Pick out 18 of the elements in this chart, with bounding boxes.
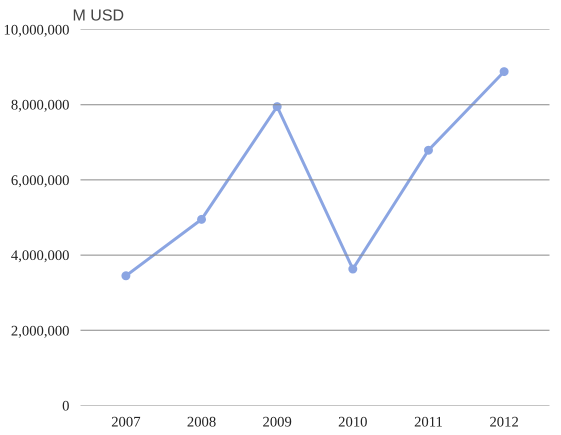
y-tick-label: 0 <box>62 398 70 414</box>
point <box>121 271 130 280</box>
point <box>197 214 206 224</box>
x-tick-label: 2007 <box>111 414 141 430</box>
x-tick-label: 2009 <box>262 414 292 430</box>
y-tick-label: 4,000,000 <box>10 248 70 264</box>
x-tick-label: 2011 <box>414 414 443 430</box>
x-tick-label: 2010 <box>338 414 368 430</box>
point <box>500 67 509 76</box>
y-axis-title: M USD <box>72 8 124 24</box>
y-tick-label: 2,000,000 <box>10 323 70 340</box>
x-tick-label: 2008 <box>186 414 216 430</box>
y-tick-label: 10,000,000 <box>4 22 70 38</box>
y-tick-label: 6,000,000 <box>10 172 70 189</box>
point <box>348 264 358 274</box>
point <box>424 146 433 155</box>
y-tick-label: 8,000,000 <box>10 98 70 114</box>
x-tick-label: 2012 <box>489 414 519 430</box>
